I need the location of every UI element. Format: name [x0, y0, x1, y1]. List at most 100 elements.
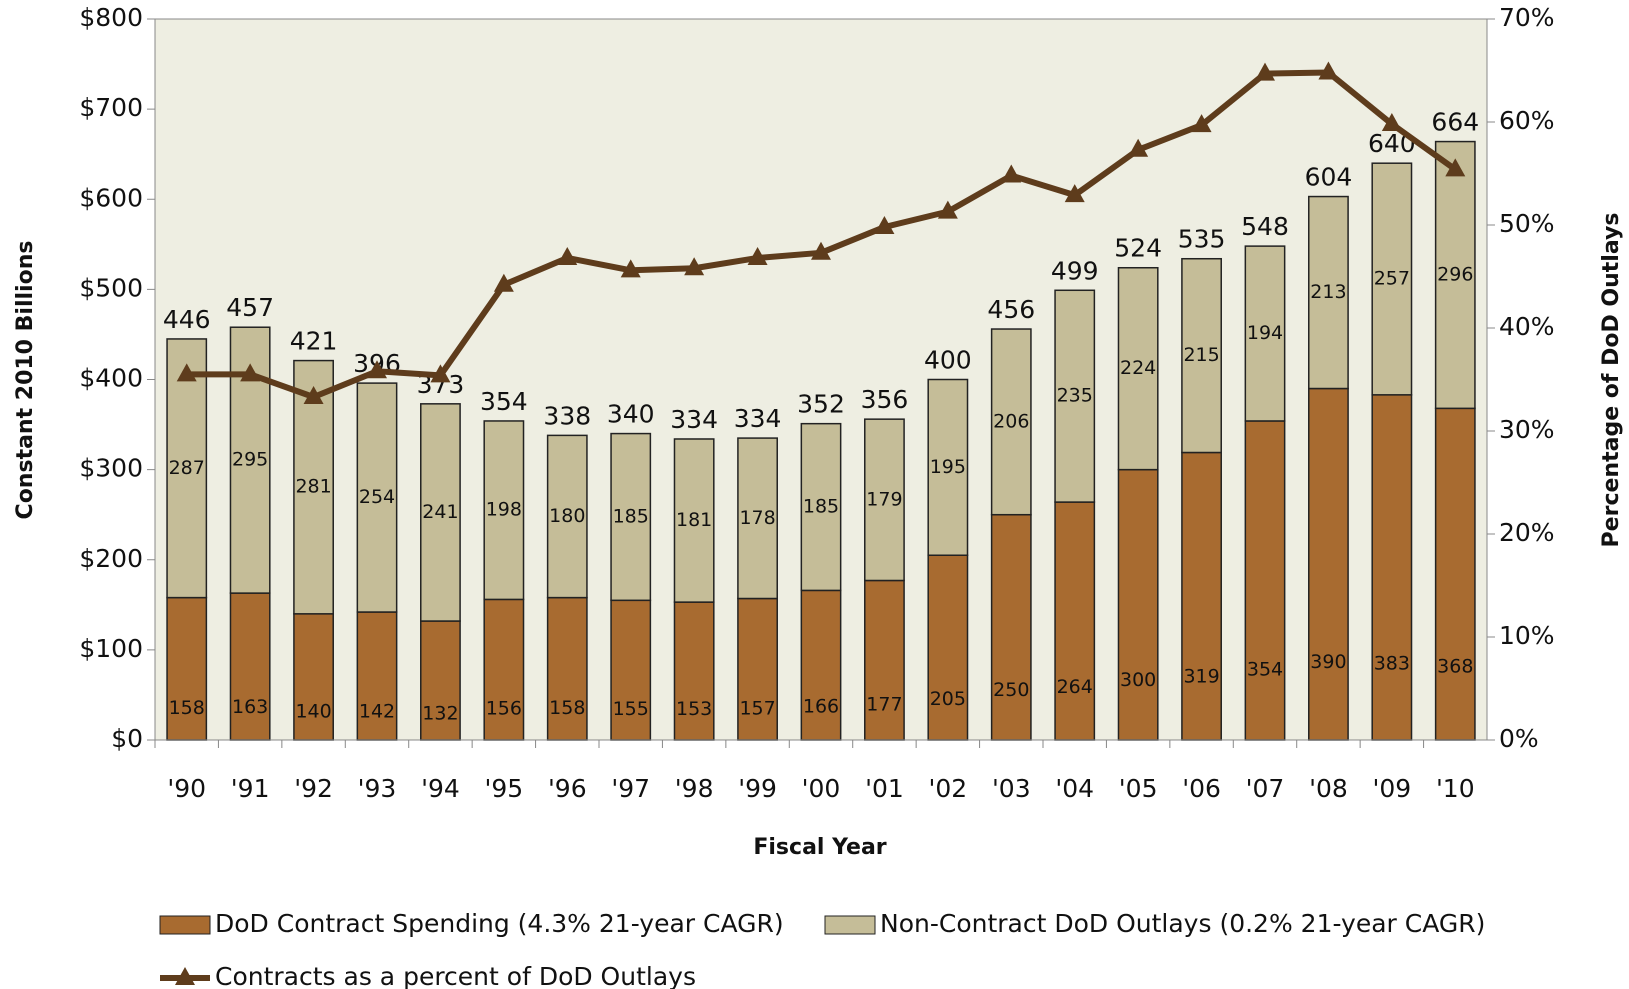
total-label: 456: [987, 295, 1035, 324]
bar-segment: [990, 513, 1032, 741]
total-label: 338: [543, 401, 591, 430]
y-tick-label: $800: [79, 3, 143, 32]
line-marker: [1318, 61, 1339, 80]
line-marker: [240, 363, 261, 382]
y2-axis-title: Percentage of DoD Outlays: [1599, 213, 1624, 548]
segment-label: 287: [169, 457, 205, 479]
y-tick-label: $600: [79, 183, 143, 212]
segment-label: 354: [1247, 658, 1283, 680]
segment-label: 295: [232, 449, 268, 471]
bar-segment: [1434, 407, 1476, 741]
line-marker: [430, 364, 451, 383]
total-label: 446: [163, 305, 211, 334]
segment-label: 158: [549, 697, 585, 719]
total-label: 340: [607, 400, 655, 429]
total-label: 524: [1114, 234, 1162, 263]
bar-segment: [229, 592, 271, 741]
x-axis-title: Fiscal Year: [753, 835, 886, 860]
bar-segment: [1308, 195, 1349, 390]
x-tick-label: '04: [1055, 774, 1094, 803]
line-marker: [1191, 114, 1212, 133]
segment-label: 180: [549, 505, 585, 527]
legend-label: Contracts as a percent of DoD Outlays: [215, 962, 696, 989]
bar-segment: [864, 579, 905, 741]
total-label: 535: [1178, 225, 1226, 254]
y2-tick-label: 20%: [1499, 518, 1555, 547]
bar-segment: [1244, 420, 1286, 741]
bar-segment: [737, 437, 778, 600]
line-marker: [367, 360, 387, 379]
x-tick-label: '01: [865, 774, 904, 803]
line-marker: [303, 386, 324, 405]
x-tick-label: '92: [294, 774, 333, 803]
y2-tick-label: 50%: [1499, 209, 1555, 238]
segment-label: 181: [676, 509, 712, 531]
y-tick-label: $500: [79, 273, 143, 302]
bar-segment: [1244, 245, 1286, 422]
total-label: 354: [480, 387, 528, 416]
segment-label: 156: [486, 698, 522, 720]
total-label: 421: [290, 327, 338, 356]
y-tick-label: $200: [79, 544, 143, 573]
total-label: 400: [924, 346, 972, 375]
x-tick-label: '98: [675, 774, 714, 803]
line-marker: [1001, 164, 1022, 183]
total-label: 334: [734, 404, 782, 433]
bar-segment: [1371, 394, 1413, 741]
segment-label: 177: [866, 693, 902, 715]
legend-marker: [175, 967, 195, 985]
bar-segment: [927, 554, 969, 741]
segment-label: 132: [422, 702, 458, 724]
bar-segment: [1308, 387, 1349, 741]
bar-segment: [483, 598, 525, 741]
segment-label: 158: [169, 697, 205, 719]
segment-label: 142: [359, 700, 395, 722]
segment-label: 157: [739, 697, 775, 719]
bar-segment: [420, 403, 461, 622]
x-tick-label: '93: [358, 774, 397, 803]
legend-label: Non-Contract DoD Outlays (0.2% 21-year C…: [880, 909, 1485, 938]
line-marker: [937, 200, 958, 219]
line-marker: [684, 257, 705, 276]
segment-label: 206: [993, 410, 1029, 432]
bar-segment: [927, 378, 969, 556]
line-marker: [1064, 184, 1085, 203]
line-marker: [874, 216, 895, 235]
x-tick-label: '94: [421, 774, 460, 803]
y-tick-label: $100: [79, 634, 143, 663]
segment-label: 383: [1374, 653, 1410, 675]
x-tick-label: '03: [992, 774, 1031, 803]
legend-label: DoD Contract Spending (4.3% 21-year CAGR…: [215, 909, 784, 938]
bar-segment: [166, 338, 208, 599]
segment-label: 195: [930, 456, 966, 478]
bar-segment: [356, 382, 398, 613]
line-marker: [1128, 138, 1149, 157]
x-tick-label: '91: [231, 774, 270, 803]
bar-segment: [990, 328, 1032, 516]
segment-label: 224: [1120, 357, 1156, 379]
segment-label: 264: [1057, 676, 1093, 698]
line-marker: [747, 246, 768, 265]
segment-label: 300: [1120, 669, 1156, 691]
bar-segment: [1181, 257, 1222, 454]
segment-label: 155: [613, 698, 649, 720]
total-label: 457: [226, 293, 274, 322]
x-tick-label: '99: [738, 774, 777, 803]
y2-tick-label: 30%: [1499, 415, 1555, 444]
x-tick-label: '07: [1246, 774, 1285, 803]
line-marker: [1445, 158, 1466, 177]
segment-label: 390: [1310, 651, 1346, 673]
y2-tick-label: 0%: [1499, 724, 1539, 753]
segment-label: 179: [866, 488, 902, 510]
bar-segment: [864, 418, 905, 582]
segment-label: 254: [359, 486, 395, 508]
x-tick-label: '05: [1119, 774, 1158, 803]
total-label: 334: [670, 405, 718, 434]
legend-swatch: [159, 915, 211, 935]
bar-segment: [1371, 162, 1413, 396]
bar-segment: [546, 434, 588, 599]
bar-segment: [1117, 266, 1159, 471]
segment-label: 281: [295, 476, 331, 498]
bar-segment: [1054, 501, 1096, 741]
